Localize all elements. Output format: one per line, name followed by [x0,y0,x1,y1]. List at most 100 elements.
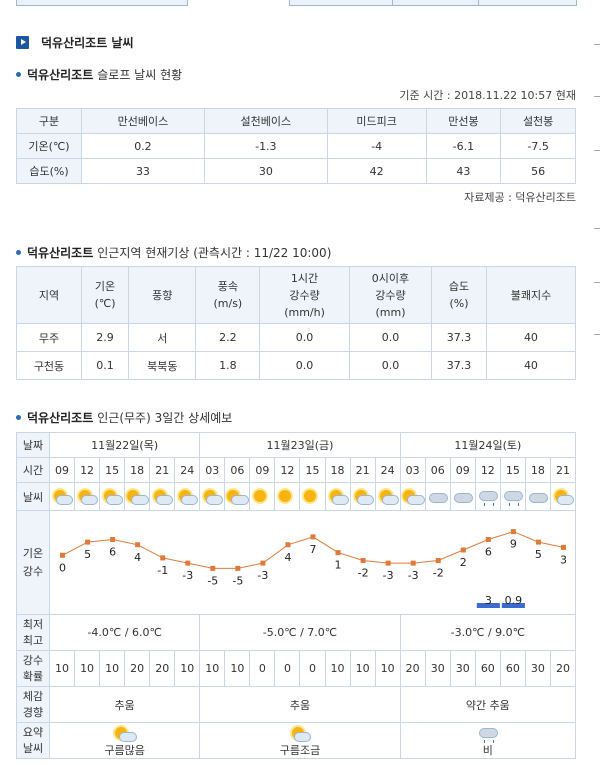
table-cell: 0.2 [81,133,205,159]
time-cell: 24 [174,457,201,483]
top-tab-left[interactable] [16,0,188,6]
weather-cell [274,482,301,511]
date-cell: 11월24일(토) [399,432,577,458]
temperature-label: 5 [84,548,91,561]
temperature-point [85,539,91,545]
cloudy-sun-icon [402,489,425,505]
weather-cell [499,482,526,511]
slope-table: 구분 만선베이스 설천베이스 미드피크 만선봉 설천봉 기온(℃) 0.2 -1… [16,108,576,184]
summary-label: 비 [482,744,493,757]
row-label: 체감 경향 [16,686,50,723]
time-cell: 18 [124,457,151,483]
temperature-label: -3 [257,569,268,582]
temperature-point [60,552,66,558]
cloudy-sun-icon [114,726,137,742]
sun-icon [252,489,272,505]
weather-cell [349,482,376,511]
temperature-label: 2 [460,556,467,569]
temperature-point [410,560,416,566]
precip-bar [501,603,525,608]
forecast-heading: 덕유산리조트 인근(무주) 3일간 상세예보 [16,409,232,426]
prob-cell: 10 [99,650,126,687]
scroll-tick [594,150,600,151]
temperature-label: -3 [408,569,419,582]
table-row: 기온(℃) 0.2 -1.3 -4 -6.1 -7.5 [16,133,576,159]
header-cell: 불쾌지수 [485,266,577,324]
row-label: 기온(℃) [16,133,82,159]
top-tab-right[interactable] [289,0,577,6]
date-cell: 11월22일(목) [48,432,201,458]
date-cell: 11월23일(금) [199,432,401,458]
temperature-point [135,542,141,548]
temperature-label: 5 [535,548,542,561]
table-cell: 무주 [16,323,82,352]
weather-cell [399,482,426,511]
time-cell: 12 [474,457,501,483]
prob-cell: 20 [549,650,577,687]
temperature-point [385,560,391,566]
time-cell: 06 [224,457,251,483]
slope-heading: 덕유산리조트 슬로프 날씨 현황 [16,66,182,83]
nearby-heading-bold: 덕유산리조트 [27,246,94,260]
temperature-point [210,565,216,571]
temperature-label: 9 [510,538,517,551]
partly-sunny-icon [290,726,311,742]
row-label: 습도(%) [16,158,82,184]
partly-sunny-icon [77,489,99,505]
summary-label: 구름조금 [279,744,321,757]
minmax-cell: -5.0℃ / 7.0℃ [199,614,401,651]
temperature-point [560,544,566,550]
forecast-weather-row: 날씨 [16,482,577,511]
precip-label: 0.9 [505,594,523,607]
summary-label: 구름많음 [104,744,145,757]
forecast-prob-row: 강수 확률 10 10 10 20 20 10 10 10 0 0 0 10 10 10 20 30 30 60 6… [16,650,577,687]
prob-cell: 10 [374,650,401,687]
time-cell: 03 [399,457,426,483]
temperature-label: -3 [383,569,394,582]
temperature-label: 1 [335,559,342,572]
time-cell: 09 [48,457,76,483]
header-cell: 설천베이스 [203,108,328,134]
weather-cell [249,482,276,511]
prob-cell: 60 [499,650,526,687]
header-cell: 풍향 [128,266,197,324]
time-cell: 15 [99,457,126,483]
table-cell: 2.9 [80,323,130,352]
prob-cell: 10 [74,650,101,687]
weather-cell [48,482,76,511]
header-cell: 설천봉 [500,108,576,134]
cloudy-sun-icon [227,489,250,505]
partly-sunny-icon [353,489,374,505]
temperature-label: 6 [485,546,492,559]
minmax-cell: -3.0℃ / 9.0℃ [399,614,577,651]
table-cell: -1.3 [203,133,328,159]
prob-cell: 10 [349,650,376,687]
table-cell: -7.5 [500,133,576,159]
time-cell: 15 [299,457,326,483]
temperature-point [510,529,516,535]
weather-cell [449,482,476,511]
sun-icon [277,489,297,505]
cloudy-icon [428,489,448,505]
prob-cell: 0 [299,650,326,687]
weather-cell [549,482,577,511]
table-cell: 북북동 [128,351,197,380]
temperature-point [185,560,191,566]
temperature-label: -3 [182,569,193,582]
table-cell: 서 [128,323,197,352]
partly-sunny-icon [553,489,574,505]
table-row: 무주 2.9 서 2.2 0.0 0.0 37.3 40 [16,323,577,352]
table-cell: -4 [326,133,427,159]
table-cell: 37.3 [431,323,487,352]
prob-cell: 30 [449,650,476,687]
weather-cell [424,482,451,511]
row-label: 날씨 [16,482,50,511]
time-cell: 18 [524,457,551,483]
prob-cell: 20 [124,650,151,687]
bullet-icon [16,415,21,420]
prob-cell: 20 [149,650,176,687]
weather-cell [299,482,326,511]
rain-icon [478,489,498,506]
temperature-point [310,534,316,540]
temperature-point [285,542,291,548]
